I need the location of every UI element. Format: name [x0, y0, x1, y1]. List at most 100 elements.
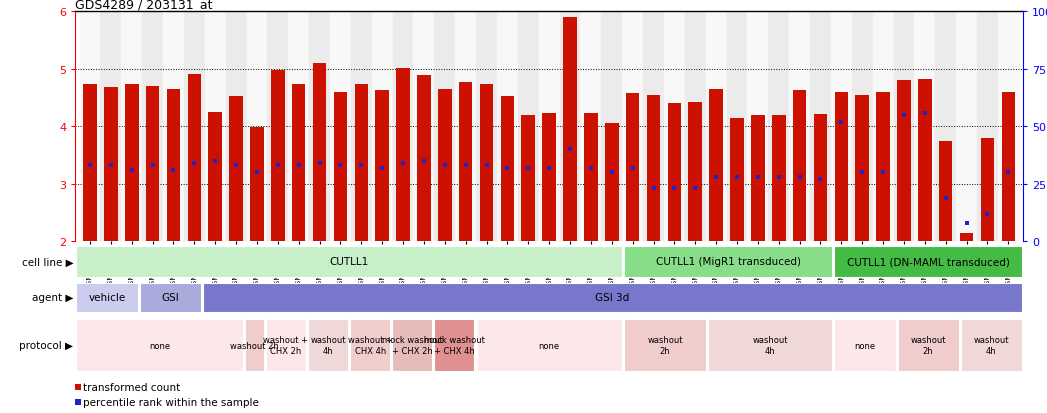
Bar [376, 91, 389, 242]
Bar [622, 12, 643, 242]
Bar [768, 12, 789, 242]
Text: agent ▶: agent ▶ [31, 293, 73, 303]
Text: none: none [854, 341, 875, 350]
Bar [271, 71, 285, 242]
Bar [748, 12, 768, 242]
Bar [497, 12, 518, 242]
Bar [852, 12, 872, 242]
Bar [292, 85, 306, 242]
Bar [624, 247, 832, 277]
Bar [914, 12, 935, 242]
Bar [76, 247, 622, 277]
Bar [855, 95, 869, 242]
Bar [121, 12, 142, 242]
Bar [309, 12, 330, 242]
Text: CUTLL1 (DN-MAML transduced): CUTLL1 (DN-MAML transduced) [847, 257, 1009, 267]
Bar [372, 12, 393, 242]
Bar [624, 320, 706, 371]
Text: vehicle: vehicle [88, 293, 126, 303]
Bar [393, 12, 414, 242]
Bar [330, 12, 351, 242]
Bar [584, 114, 598, 242]
Text: washout
2h: washout 2h [647, 336, 683, 355]
Bar [810, 12, 831, 242]
Bar [647, 95, 661, 242]
Bar [789, 12, 810, 242]
Text: none: none [538, 341, 560, 350]
Bar [893, 12, 914, 242]
Bar [664, 12, 685, 242]
Bar [918, 80, 932, 242]
Bar [184, 12, 205, 242]
Bar [685, 12, 706, 242]
Text: cell line ▶: cell line ▶ [22, 257, 73, 267]
Bar [355, 85, 369, 242]
Bar [518, 12, 539, 242]
Bar [668, 104, 682, 242]
Bar [706, 12, 727, 242]
Text: none: none [149, 341, 171, 350]
Text: CUTLL1: CUTLL1 [330, 257, 369, 267]
Bar [80, 12, 101, 242]
Bar [146, 87, 159, 242]
Bar [104, 88, 117, 242]
Bar [101, 12, 121, 242]
Bar [956, 12, 977, 242]
Bar [793, 91, 806, 242]
Bar [563, 18, 577, 242]
Text: washout
4h: washout 4h [974, 336, 1009, 355]
Bar [960, 233, 974, 242]
Bar [163, 12, 184, 242]
Text: washout
2h: washout 2h [911, 336, 945, 355]
Bar [166, 90, 180, 242]
Bar [266, 320, 306, 371]
Text: CUTLL1 (MigR1 transduced): CUTLL1 (MigR1 transduced) [655, 257, 801, 267]
Bar [76, 320, 243, 371]
Bar [417, 76, 430, 242]
Text: GSI: GSI [161, 293, 179, 303]
Bar [605, 124, 619, 242]
Text: protocol ▶: protocol ▶ [19, 340, 73, 350]
Bar [689, 103, 703, 242]
Bar [187, 75, 201, 242]
Bar [476, 12, 497, 242]
Bar [245, 320, 264, 371]
Text: mock washout
+ CHX 4h: mock washout + CHX 4h [424, 336, 485, 355]
Bar [897, 81, 911, 242]
Text: mock washout
+ CHX 2h: mock washout + CHX 2h [382, 336, 443, 355]
Bar [872, 12, 893, 242]
Bar [246, 12, 267, 242]
Bar [727, 12, 748, 242]
Bar [250, 128, 264, 242]
Text: percentile rank within the sample: percentile rank within the sample [84, 397, 260, 407]
Bar [961, 320, 1022, 371]
Bar [814, 114, 827, 242]
Bar [476, 320, 622, 371]
Bar [203, 283, 1022, 312]
Bar [76, 283, 137, 312]
Bar [998, 12, 1019, 242]
Bar [396, 69, 409, 242]
Bar [730, 119, 743, 242]
Bar [834, 247, 1022, 277]
Bar [334, 93, 348, 242]
Bar [643, 12, 664, 242]
Bar [834, 93, 848, 242]
Bar [229, 97, 243, 242]
Bar [831, 12, 852, 242]
Bar [142, 12, 163, 242]
Text: washout
4h: washout 4h [310, 336, 346, 355]
Bar [601, 12, 622, 242]
Bar [834, 320, 895, 371]
Text: transformed count: transformed count [84, 382, 181, 392]
Bar [935, 12, 956, 242]
Bar [751, 116, 764, 242]
Bar [626, 94, 640, 242]
Text: washout +
CHX 4h: washout + CHX 4h [348, 336, 393, 355]
Bar [539, 12, 559, 242]
Bar [125, 85, 138, 242]
Text: GSI 3d: GSI 3d [595, 293, 629, 303]
Bar [438, 90, 451, 242]
Bar [83, 85, 96, 242]
Bar [977, 12, 998, 242]
